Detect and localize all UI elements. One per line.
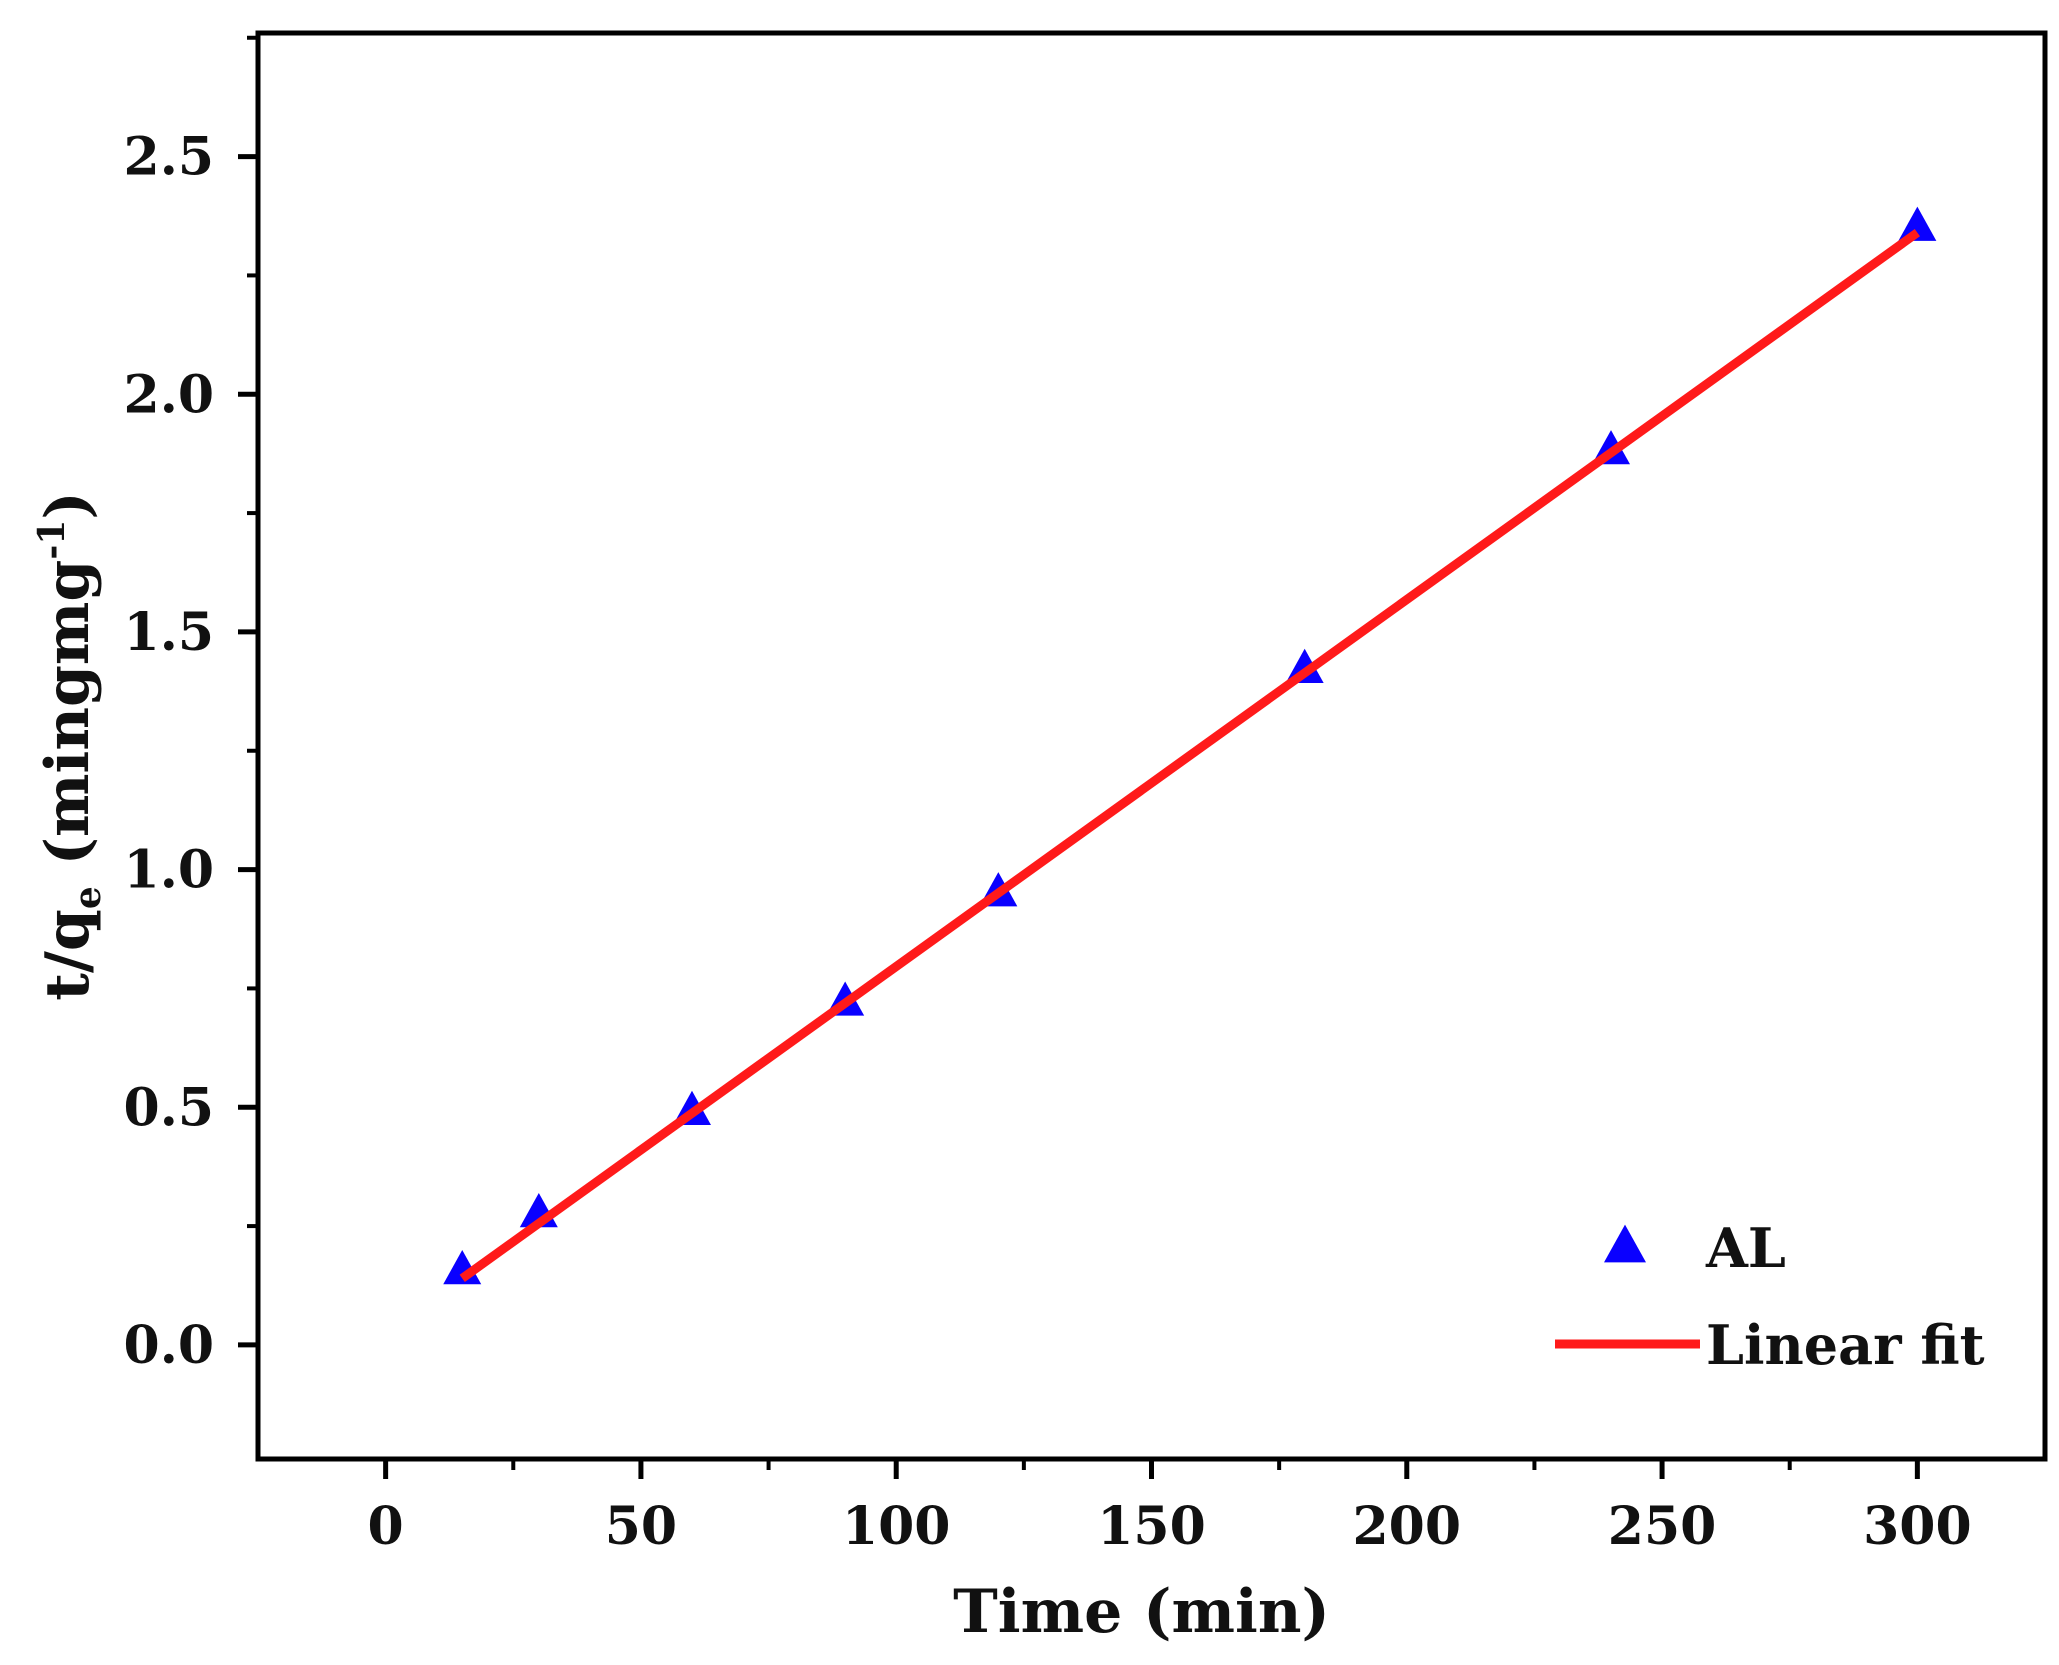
- data-point-triangle: [1898, 206, 1937, 241]
- x-axis-title: Time (min): [953, 1577, 1330, 1647]
- y-tick-label: 1.5: [124, 602, 214, 663]
- series-group: [443, 206, 1937, 1285]
- axis-titles-group: Time (min) t/qe (mingmg-1): [31, 491, 1330, 1647]
- y-tick-label: 0.0: [124, 1315, 214, 1376]
- x-tick-label: 250: [1608, 1496, 1717, 1557]
- legend-label-linear-fit: Linear fit: [1706, 1313, 1985, 1377]
- legend-label-al: AL: [1705, 1216, 1786, 1280]
- y-tick-label: 2.5: [124, 127, 214, 188]
- y-title-close: ): [33, 491, 103, 519]
- y-axis-title: t/qe (mingmg-1): [31, 491, 109, 1000]
- y-title-main: t/q: [33, 909, 103, 1001]
- y-ticks-group: 0.0 0.5 1.0 1.5 2.0 2.5: [124, 35, 258, 1376]
- x-tick-label: 150: [1097, 1496, 1206, 1557]
- y-title-subscript: e: [67, 886, 109, 909]
- legend-group: AL Linear fit: [1555, 1216, 1985, 1377]
- x-tick-label: 300: [1863, 1496, 1972, 1557]
- y-tick-label: 2.0: [124, 364, 214, 425]
- x-ticks-group: 0 50 100 150 200 250 300: [368, 1459, 1972, 1557]
- x-tick-label: 100: [842, 1496, 951, 1557]
- linear-fit-line: [459, 228, 1920, 1283]
- x-tick-label: 200: [1353, 1496, 1462, 1557]
- x-tick-label: 0: [368, 1496, 404, 1557]
- y-tick-label: 1.0: [124, 840, 214, 901]
- x-tick-label: 50: [605, 1496, 677, 1557]
- y-title-superscript: -1: [31, 520, 73, 560]
- y-tick-label: 0.5: [124, 1077, 214, 1138]
- legend-marker-triangle: [1604, 1224, 1646, 1263]
- y-title-unit: (mingmg: [33, 560, 103, 887]
